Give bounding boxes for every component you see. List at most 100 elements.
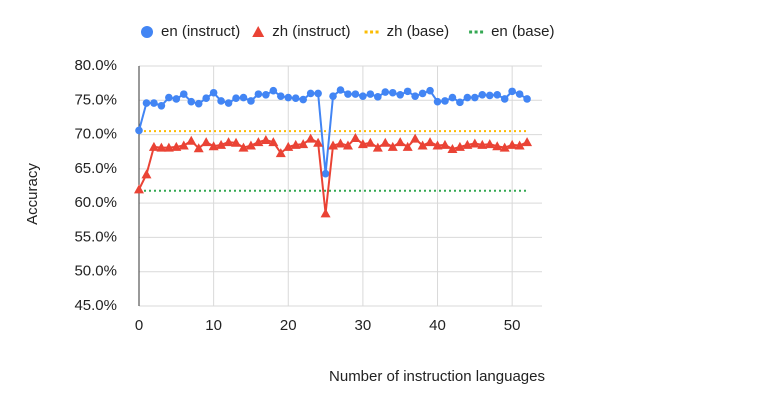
point <box>396 91 405 99</box>
point <box>134 184 144 194</box>
y-axis-label: Accuracy <box>24 163 41 225</box>
point <box>441 97 449 105</box>
point <box>245 140 256 150</box>
point <box>313 137 324 147</box>
point <box>209 88 218 97</box>
point <box>500 95 509 103</box>
point <box>320 208 331 218</box>
point <box>150 99 158 107</box>
point <box>193 143 204 153</box>
x-tick-label: 0 <box>135 317 143 334</box>
point <box>454 141 465 151</box>
point <box>284 93 293 102</box>
point <box>484 139 495 149</box>
point <box>515 90 524 98</box>
point <box>262 91 270 99</box>
x-axis-label: Number of instruction languages <box>329 368 545 385</box>
x-tick-label: 10 <box>205 317 222 334</box>
point <box>366 90 375 98</box>
point <box>456 98 464 107</box>
point <box>314 89 322 98</box>
point <box>380 137 391 147</box>
point <box>171 141 182 151</box>
point <box>499 142 510 152</box>
point <box>178 140 189 150</box>
point <box>216 139 227 149</box>
y-tick-label: 45.0% <box>74 297 117 314</box>
point <box>208 141 219 151</box>
point <box>381 88 390 96</box>
point <box>172 95 181 103</box>
point <box>463 93 472 102</box>
point <box>403 87 412 96</box>
point <box>232 94 240 103</box>
x-tick-label: 30 <box>355 317 372 334</box>
y-tick-label: 55.0% <box>74 228 117 245</box>
point <box>260 135 271 145</box>
point <box>387 141 398 151</box>
point <box>492 141 503 151</box>
legend-marker <box>252 26 265 37</box>
point <box>493 91 502 99</box>
legend-label: en (instruct) <box>161 23 240 40</box>
point <box>395 137 406 147</box>
point <box>342 140 353 150</box>
point <box>507 139 518 149</box>
point <box>411 92 419 100</box>
point <box>165 93 173 102</box>
point <box>433 97 442 106</box>
point <box>224 99 233 107</box>
y-tick-label: 50.0% <box>74 263 117 280</box>
legend-label: en (base) <box>491 23 554 40</box>
point <box>201 137 212 147</box>
point <box>321 169 330 178</box>
x-tick-label: 20 <box>280 317 297 334</box>
point <box>448 93 457 102</box>
point <box>328 140 339 150</box>
point <box>477 139 488 149</box>
x-tick-label: 50 <box>504 317 521 334</box>
legend-marker <box>141 26 153 38</box>
point <box>402 141 413 151</box>
point <box>254 90 263 98</box>
point <box>239 93 248 102</box>
point <box>485 91 494 100</box>
point <box>268 137 279 147</box>
point <box>351 90 360 98</box>
point <box>290 139 301 149</box>
point <box>388 88 397 97</box>
point <box>478 91 487 99</box>
point <box>418 89 427 98</box>
point <box>156 142 167 152</box>
point <box>508 87 516 96</box>
point <box>523 95 531 103</box>
point <box>336 86 345 94</box>
point <box>217 97 225 105</box>
point <box>335 138 346 148</box>
point <box>148 141 159 151</box>
point <box>425 137 436 147</box>
point <box>439 139 450 149</box>
point <box>372 142 383 152</box>
point <box>299 95 307 104</box>
point <box>253 137 264 147</box>
point <box>269 86 278 95</box>
y-tick-label: 65.0% <box>74 160 117 177</box>
point <box>163 142 174 152</box>
point <box>357 139 368 149</box>
point <box>344 90 352 98</box>
point <box>522 137 533 147</box>
point <box>471 93 479 102</box>
point <box>194 99 203 108</box>
point <box>291 94 300 103</box>
point <box>462 139 473 149</box>
point <box>275 148 286 158</box>
point <box>514 140 525 150</box>
point <box>223 137 234 147</box>
point <box>179 90 188 98</box>
point <box>447 143 458 153</box>
y-tick-label: 75.0% <box>74 91 117 108</box>
point <box>247 97 255 105</box>
point <box>157 101 166 110</box>
y-tick-label: 60.0% <box>74 194 117 211</box>
